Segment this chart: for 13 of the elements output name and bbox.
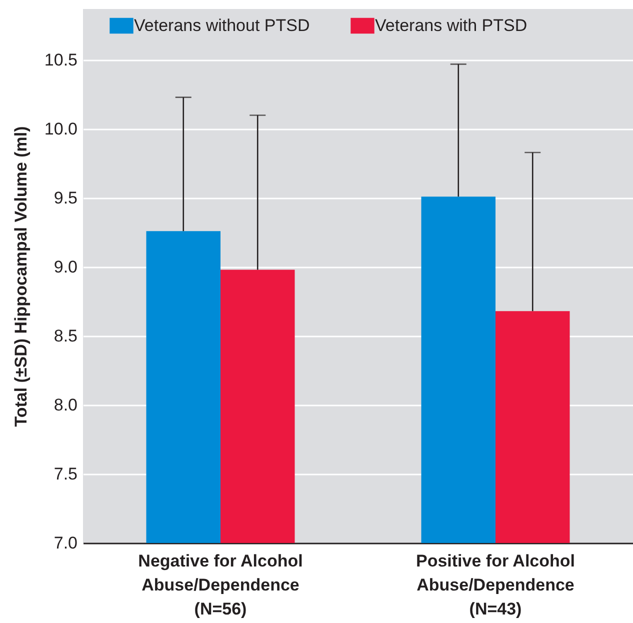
legend-label: Veterans with PTSD — [375, 16, 528, 35]
x-tick-label: Negative for Alcohol Abuse/Dependence (N=56) — [138, 552, 303, 618]
y-tick-label: 10.0 — [44, 120, 78, 139]
y-tick-label: 10.5 — [44, 50, 78, 70]
y-axis-title: Total (±SD) Hippocampal Volume (ml) — [11, 126, 30, 427]
y-tick-label: 8.5 — [54, 326, 78, 346]
legend-label: Veterans without PTSD — [134, 16, 310, 35]
y-tick-label: 9.0 — [54, 258, 78, 277]
x-tick-label: Positive for Alcohol Abuse/Dependence (N=43) — [416, 552, 576, 618]
y-tick-label: 8.0 — [54, 396, 78, 415]
y-tick-label: 9.5 — [54, 188, 78, 208]
y-tick-label: 7.5 — [54, 464, 78, 484]
y-tick-label: 7.0 — [54, 534, 78, 552]
